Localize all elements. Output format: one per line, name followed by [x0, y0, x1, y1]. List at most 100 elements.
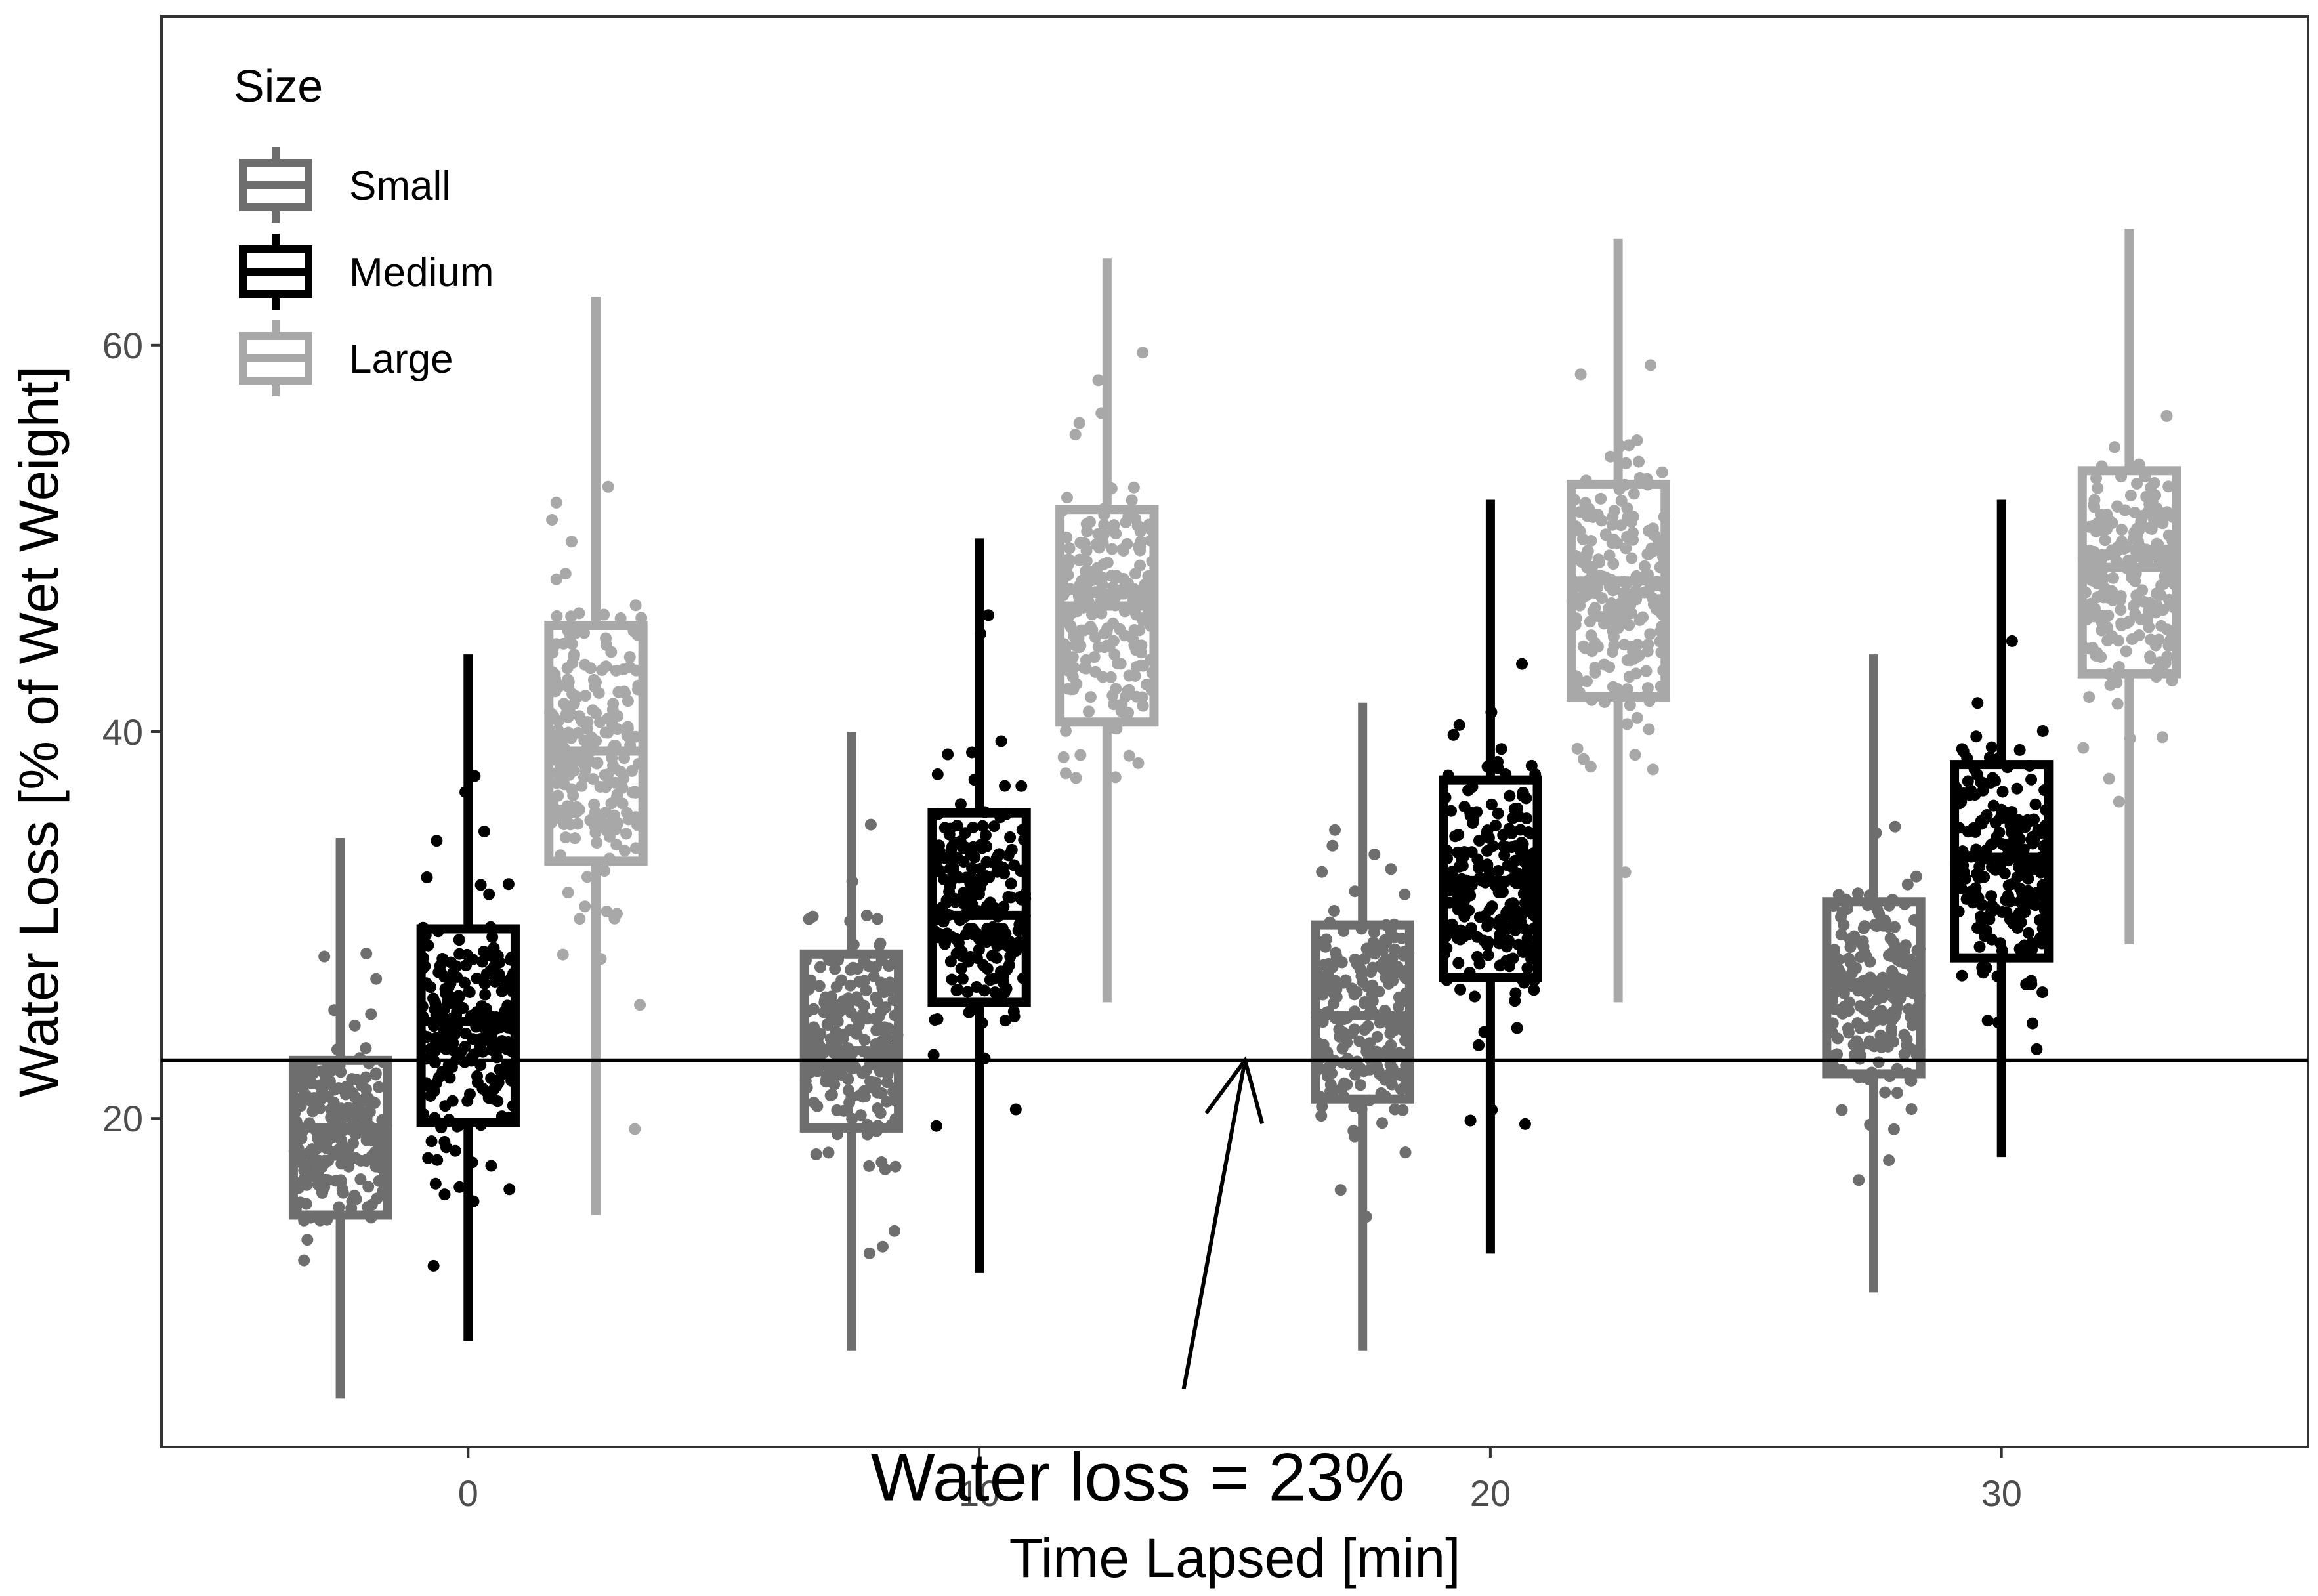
data-point-large	[2103, 772, 2115, 785]
data-point-medium	[977, 820, 989, 832]
data-point-medium	[1449, 896, 1462, 909]
data-point-medium	[1985, 839, 1997, 851]
data-point-small	[1898, 1048, 1910, 1060]
data-point-large	[2144, 650, 2157, 663]
data-point-large	[1112, 658, 1124, 670]
data-point-medium	[999, 780, 1011, 792]
data-point-medium	[931, 1013, 944, 1026]
data-point-medium	[429, 1177, 442, 1190]
box-large-2	[1566, 479, 1670, 702]
data-point-small	[298, 1254, 310, 1267]
data-point-large	[601, 905, 613, 917]
data-point-small	[1341, 1036, 1353, 1049]
data-point-large	[1078, 537, 1091, 549]
data-point-small	[1378, 963, 1391, 976]
data-point-small	[1385, 863, 1397, 875]
data-point-small	[1867, 1009, 1880, 1022]
data-point-medium	[438, 1068, 450, 1081]
data-point-medium	[453, 934, 465, 946]
data-point-medium	[445, 956, 457, 969]
data-point-medium	[994, 923, 1006, 935]
data-point-medium	[485, 1160, 497, 1172]
data-point-medium	[479, 988, 492, 1001]
data-point-medium	[446, 1061, 458, 1074]
data-point-small	[860, 984, 872, 996]
data-point-large	[1137, 346, 1149, 359]
data-point-large	[562, 726, 575, 739]
data-point-large	[1619, 615, 1632, 627]
data-point-small	[1899, 939, 1912, 952]
data-point-medium	[2025, 833, 2038, 846]
data-point-large	[1106, 689, 1119, 702]
data-point-medium	[1970, 843, 1983, 856]
data-point-large	[591, 837, 603, 849]
data-point-large	[579, 900, 591, 913]
data-point-small	[1333, 1023, 1345, 1036]
data-point-small	[354, 1097, 366, 1109]
y-tick-label: 20	[102, 1098, 143, 1139]
data-point-small	[872, 913, 884, 925]
data-point-large	[1578, 753, 1590, 765]
data-point-large	[1086, 608, 1099, 621]
data-point-large	[558, 698, 570, 710]
data-point-large	[1595, 592, 1608, 604]
data-point-large	[629, 730, 642, 743]
data-point-medium	[480, 1085, 493, 1098]
data-point-small	[1353, 1035, 1366, 1047]
data-point-medium	[969, 851, 981, 864]
data-point-small	[372, 1151, 385, 1164]
data-point-medium	[1464, 1114, 1477, 1127]
data-point-small	[1886, 1006, 1899, 1018]
data-point-large	[581, 715, 594, 728]
data-point-small	[1368, 848, 1381, 860]
data-point-medium	[957, 842, 969, 854]
data-point-large	[1579, 497, 1591, 509]
data-point-medium	[2025, 773, 2038, 786]
data-point-medium	[2002, 889, 2014, 902]
data-point-large	[2077, 742, 2090, 754]
data-point-medium	[2027, 1017, 2039, 1030]
data-point-medium	[1977, 784, 1989, 797]
data-point-medium	[938, 822, 951, 834]
data-point-large	[580, 755, 593, 767]
data-point-medium	[2007, 917, 2019, 930]
data-point-large	[1643, 723, 1655, 736]
data-point-small	[824, 1033, 837, 1045]
data-point-medium	[1517, 789, 1529, 802]
data-point-large	[1623, 671, 1635, 683]
data-point-small	[1847, 961, 1859, 973]
data-point-small	[1858, 946, 1870, 959]
data-point-large	[1131, 519, 1144, 532]
data-point-large	[2101, 621, 2114, 634]
data-point-medium	[1456, 854, 1468, 867]
data-point-small	[1315, 1110, 1328, 1122]
box-medium-1	[927, 808, 1031, 1007]
data-point-small	[877, 1240, 889, 1253]
data-point-medium	[453, 1181, 466, 1193]
data-point-large	[1621, 683, 1633, 696]
data-point-small	[346, 1113, 358, 1125]
data-point-small	[1843, 996, 1855, 1009]
data-point-large	[606, 704, 619, 716]
data-point-medium	[2033, 914, 2046, 927]
data-point-small	[1832, 1032, 1844, 1045]
legend-label-small: Small	[349, 163, 451, 209]
data-point-large	[1097, 529, 1110, 541]
data-point-large	[1621, 654, 1633, 667]
data-point-medium	[1473, 1039, 1485, 1051]
data-point-medium	[942, 748, 954, 761]
data-point-small	[874, 937, 887, 950]
data-point-small	[1887, 1036, 1900, 1048]
data-point-medium	[2002, 843, 2014, 855]
data-point-large	[1090, 538, 1103, 551]
data-point-large	[1644, 628, 1656, 640]
data-point-large	[1633, 455, 1645, 468]
data-point-large	[2116, 524, 2128, 536]
data-point-large	[566, 783, 578, 795]
data-point-small	[301, 1234, 314, 1246]
data-point-large	[1591, 610, 1604, 623]
data-point-small	[1897, 986, 1910, 998]
data-point-large	[1627, 526, 1639, 539]
data-point-large	[2143, 597, 2156, 609]
data-point-small	[1385, 1039, 1397, 1051]
